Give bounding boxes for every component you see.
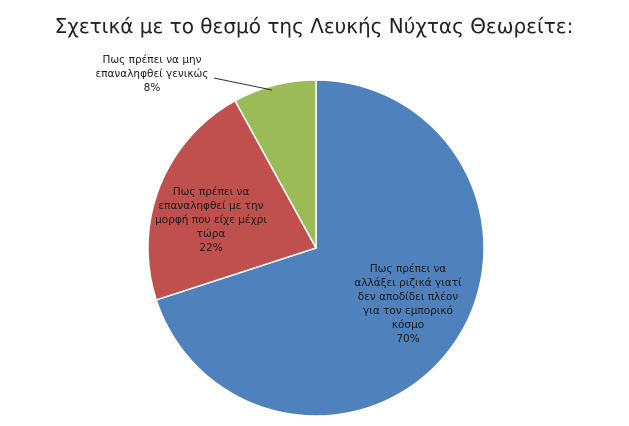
leader-line — [213, 77, 273, 91]
data-label-line: δεν αποδίδει πλέον — [358, 291, 459, 303]
data-label-line: μορφή που είχε μέχρι — [155, 214, 267, 226]
data-label-8: Πως πρέπει να μην επαναληφθεί γενικώς 8% — [96, 54, 209, 94]
slice-8 — [234, 79, 317, 249]
data-label-line: Πως πρέπει να μην — [102, 54, 201, 66]
data-label-percent: 8% — [144, 82, 161, 94]
data-label-line: επαναληφθεί με την — [158, 200, 263, 212]
data-label-22: Πως πρέπει να επαναληφθεί με την μορφή που… — [155, 186, 267, 254]
chart-title: Σχετικά με το θεσμό της Λευκής Νύχτας Θε… — [55, 14, 574, 38]
data-label-line: τώρα — [197, 228, 226, 240]
data-label-percent: 22% — [199, 242, 222, 254]
data-label-70: Πως πρέπει να αλλάξει ριζικά γιατί δεν απο… — [354, 263, 462, 345]
data-label-percent: 70% — [396, 333, 419, 345]
slice-22 — [147, 99, 318, 301]
data-labels: Πως πρέπει να αλλάξει ριζικά γιατί δεν απο… — [96, 54, 463, 345]
data-label-line: Πως πρέπει να — [370, 263, 447, 275]
data-label-line: κόσμο — [392, 319, 424, 331]
pie-slices — [147, 79, 485, 417]
slice-70 — [155, 79, 485, 417]
data-label-line: Πως πρέπει να — [173, 186, 250, 198]
data-label-line: για τον εμπορικό — [363, 305, 453, 317]
data-label-line: αλλάξει ριζικά γιατί — [354, 277, 462, 289]
data-label-line: επαναληφθεί γενικώς — [96, 68, 209, 80]
